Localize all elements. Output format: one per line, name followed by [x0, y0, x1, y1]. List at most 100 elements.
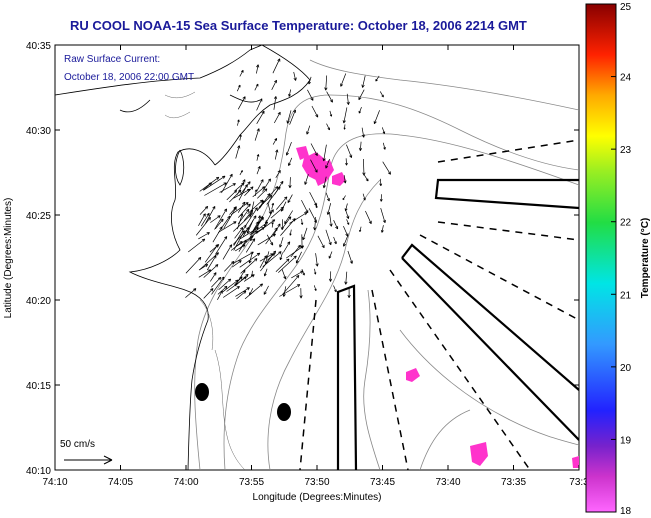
current-vector: [307, 89, 314, 101]
current-vector: [322, 144, 327, 162]
y-tick-label: 40:30: [26, 126, 51, 137]
coastline-detail: [164, 91, 246, 470]
current-vector: [235, 287, 250, 297]
sst-patches: [296, 146, 579, 468]
current-vector: [257, 188, 268, 199]
current-vector: [289, 229, 292, 236]
coastline: [55, 45, 311, 470]
current-vector: [203, 264, 219, 278]
current-vector: [249, 201, 255, 216]
map-frame: [54, 44, 580, 471]
current-vector: [273, 96, 278, 110]
current-vector: [295, 251, 302, 264]
current-vector: [288, 89, 292, 97]
current-vector: [206, 255, 217, 271]
current-vector: [198, 232, 210, 240]
current-vector: [223, 286, 240, 298]
current-vector: [231, 260, 242, 268]
colorbar-ticks: 25 24 23 22 21 20 19 18: [611, 2, 632, 517]
current-vector: [237, 179, 246, 195]
current-vector: [210, 272, 217, 282]
current-vector: [375, 75, 380, 82]
current-vector: [315, 253, 319, 267]
current-vector: [256, 179, 264, 191]
current-vector: [240, 258, 258, 274]
colorbar-tick-label: 25: [620, 2, 632, 13]
current-vector: [239, 134, 242, 141]
current-vector: [361, 75, 366, 88]
current-vector: [382, 142, 386, 150]
current-vector: [308, 76, 312, 85]
current-vector: [212, 226, 223, 243]
y-tick-label: 40:10: [26, 466, 51, 477]
current-vector: [263, 219, 267, 228]
current-vector: [342, 107, 348, 124]
x-tick-label: 73:3: [569, 477, 589, 488]
current-vector: [379, 194, 383, 202]
current-vector: [380, 207, 386, 224]
current-vector: [358, 141, 363, 151]
current-vector: [256, 110, 265, 124]
current-vector: [215, 218, 224, 230]
current-vector: [271, 222, 274, 228]
current-vector: [344, 271, 348, 285]
current-vector: [346, 219, 350, 225]
current-vector: [262, 251, 282, 267]
current-vector: [325, 229, 332, 246]
y-tick-label: 40:20: [26, 296, 51, 307]
colorbar-tick-label: 19: [620, 435, 632, 446]
current-vector: [328, 271, 333, 282]
current-vector: [333, 236, 337, 245]
current-vector: [275, 258, 290, 272]
current-vector: [250, 234, 254, 242]
current-vector: [344, 203, 348, 212]
current-vector: [264, 251, 270, 264]
current-vector: [254, 189, 258, 196]
current-vector: [218, 278, 232, 291]
current-vector: [244, 283, 264, 300]
map-title: RU COOL NOAA-15 Sea Surface Temperature:…: [70, 18, 527, 33]
current-vector: [333, 285, 337, 293]
current-vector: [274, 149, 279, 160]
current-vector: [272, 138, 278, 145]
current-vector: [221, 173, 233, 194]
x-tick-label: 74:10: [42, 477, 67, 488]
current-vector: [237, 201, 246, 213]
current-vector: [242, 215, 257, 237]
current-vector: [347, 250, 353, 264]
current-vector: [288, 177, 292, 189]
current-vector: [254, 226, 265, 234]
current-vector: [262, 178, 271, 192]
current-vector: [239, 181, 251, 196]
current-vector: [235, 145, 241, 159]
current-vector: [272, 223, 281, 236]
current-vector: [211, 276, 225, 295]
colorbar: [585, 3, 617, 513]
current-vector: [373, 110, 380, 125]
current-vector: [260, 250, 277, 272]
current-label-line1: Raw Surface Current:: [64, 54, 160, 65]
current-vector: [286, 110, 292, 124]
current-vector: [380, 225, 384, 233]
current-vector: [278, 255, 297, 273]
current-vector: [284, 210, 293, 225]
current-vector: [271, 79, 277, 90]
current-vector: [218, 221, 237, 233]
current-vector: [280, 201, 287, 212]
current-vector: [238, 184, 248, 201]
current-vector: [214, 208, 228, 230]
current-vector: [205, 206, 216, 224]
current-vector: [209, 244, 220, 253]
current-vector: [311, 105, 319, 118]
current-vector: [256, 165, 261, 175]
current-vector: [362, 193, 366, 201]
current-vector: [222, 244, 233, 260]
current-vector: [314, 202, 318, 209]
y-tick-label: 40:15: [26, 381, 51, 392]
colorbar-tick-label: 20: [620, 363, 632, 374]
current-vector: [361, 127, 365, 138]
current-vector: [203, 288, 214, 299]
current-vector: [204, 182, 227, 196]
shipping-lanes: [336, 178, 579, 470]
current-vector: [215, 236, 228, 255]
